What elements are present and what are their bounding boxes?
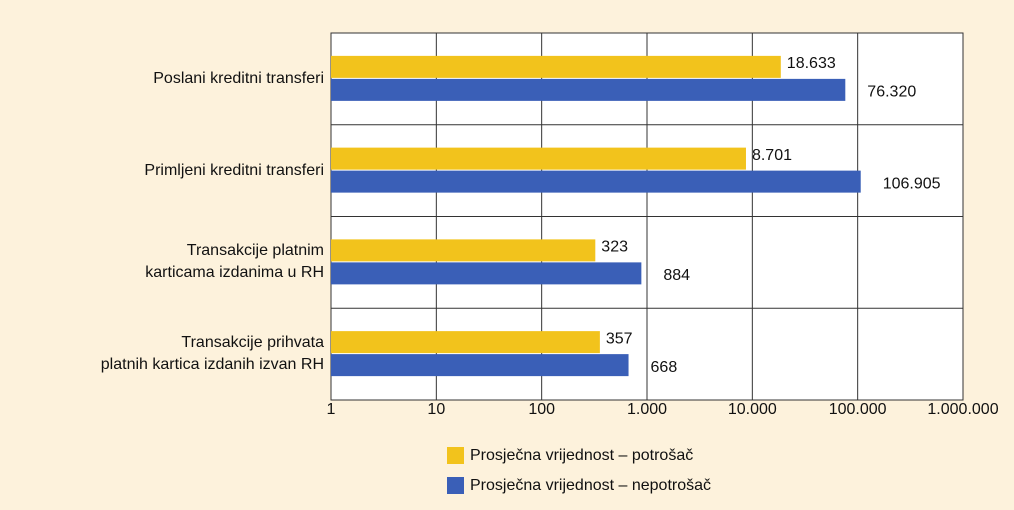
value-label: 76.320: [867, 84, 916, 101]
bar: [331, 239, 596, 262]
bar: [331, 170, 861, 193]
legend-swatch: [447, 447, 464, 464]
category-label: Primljeni kreditni transferi: [144, 161, 324, 179]
x-tick-label: 10: [427, 401, 445, 418]
x-tick-label: 100.000: [829, 401, 887, 418]
legend-swatch: [447, 477, 464, 494]
value-label: 323: [601, 239, 628, 256]
value-label: 357: [606, 330, 633, 347]
bar: [331, 78, 846, 101]
x-tick-label: 100: [528, 401, 555, 418]
category-label: Transakcije prihvata platnih kartica izd…: [100, 334, 324, 374]
x-tick-label: 1.000.000: [927, 401, 998, 418]
value-label: 8.701: [752, 147, 792, 164]
value-label: 18.633: [787, 55, 836, 72]
value-label: 884: [663, 267, 690, 284]
category-label: Transakcije platnim karticama izdanima u…: [145, 242, 324, 282]
bar: [331, 147, 746, 170]
legend-label: Prosječna vrijednost – nepotrošač: [470, 477, 711, 494]
x-tick-label: 1: [327, 401, 336, 418]
legend-label: Prosječna vrijednost – potrošač: [470, 447, 693, 464]
value-label: 668: [651, 359, 678, 376]
category-label: Poslani kreditni transferi: [153, 69, 324, 87]
bar: [331, 55, 781, 78]
x-tick-label: 10.000: [728, 401, 777, 418]
bar: [331, 354, 629, 377]
x-tick-label: 1.000: [627, 401, 667, 418]
value-label: 106.905: [883, 175, 941, 192]
bar: [331, 262, 642, 285]
bar: [331, 331, 600, 354]
